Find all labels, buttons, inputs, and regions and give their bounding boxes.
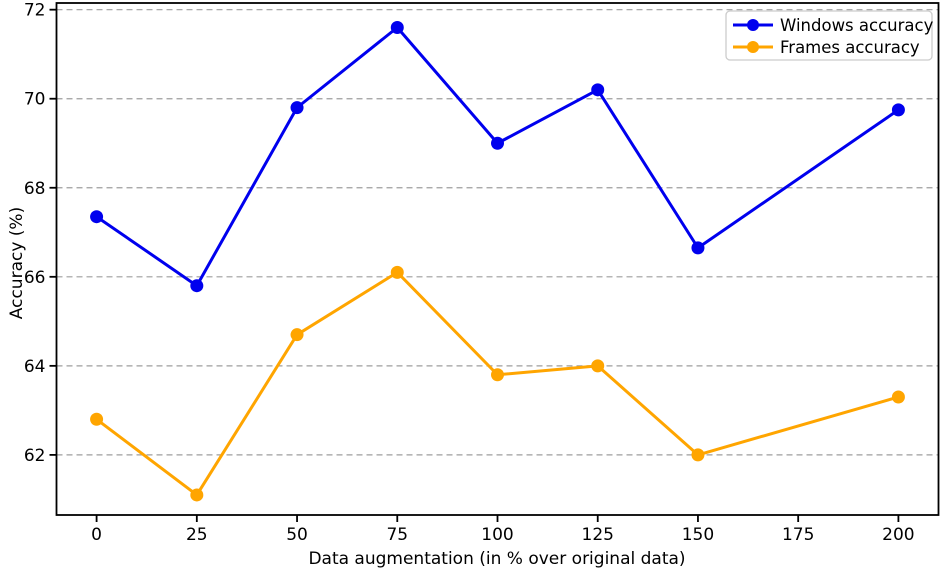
data-point-windows-accuracy-x0	[90, 210, 104, 224]
series-line-windows-accuracy	[95, 25, 900, 288]
data-point-windows-accuracy-x125	[591, 83, 605, 97]
data-point-windows-accuracy-x50	[290, 101, 304, 115]
x-tick-label-175: 175	[782, 525, 814, 545]
data-point-frames-accuracy-x50	[290, 328, 304, 342]
data-point-windows-accuracy-x200	[891, 103, 905, 117]
x-tick-label-100: 100	[481, 525, 513, 545]
plot-border	[55, 2, 940, 516]
x-tick-label-0: 0	[91, 525, 102, 545]
x-tick-label-150: 150	[682, 525, 714, 545]
series-layer	[90, 20, 905, 502]
y-tick-label-66: 66	[24, 268, 46, 288]
legend: Windows accuracy Frames accuracy	[725, 10, 934, 61]
data-point-frames-accuracy-x0	[90, 412, 104, 426]
y-tick-label-72: 72	[24, 1, 46, 21]
data-point-windows-accuracy-x100	[491, 136, 504, 150]
y-tick-label-68: 68	[24, 179, 46, 199]
legend-label-frames-accuracy: Frames accuracy	[780, 38, 920, 57]
tick-marks-and-labels: 0 25 50 75 100 125 150 175 200 62 64 66 68 70 72	[24, 1, 915, 545]
legend-label-windows-accuracy: Windows accuracy	[780, 16, 934, 35]
data-point-frames-accuracy-x75	[390, 265, 404, 279]
data-point-frames-accuracy-x25	[190, 488, 204, 502]
data-point-windows-accuracy-x150	[691, 241, 705, 255]
legend-marker-icon-frames-accuracy	[747, 41, 759, 53]
x-tick-label-75: 75	[386, 525, 408, 545]
legend-box	[725, 10, 933, 61]
data-point-frames-accuracy-x125	[591, 359, 605, 373]
y-tick-label-64: 64	[24, 357, 46, 377]
y-tick-label-70: 70	[24, 90, 46, 110]
axes-box	[55, 2, 940, 516]
y-tick-label-62: 62	[24, 446, 46, 466]
x-axis-label: Data augmentation (in % over original da…	[308, 549, 685, 569]
x-tick-label-50: 50	[286, 525, 308, 545]
data-point-windows-accuracy-x75	[390, 20, 404, 34]
legend-marker-icon-windows-accuracy	[747, 19, 759, 31]
gridlines	[56, 9, 939, 456]
y-axis-label: Accuracy (%)	[7, 207, 27, 319]
x-tick-label-25: 25	[186, 525, 208, 545]
x-tick-label-200: 200	[882, 525, 914, 545]
data-point-windows-accuracy-x25	[190, 279, 204, 293]
data-point-frames-accuracy-x200	[891, 390, 905, 404]
data-point-frames-accuracy-x150	[691, 448, 705, 462]
x-tick-label-125: 125	[582, 525, 614, 545]
data-point-frames-accuracy-x100	[491, 368, 504, 382]
series-line-frames-accuracy	[95, 270, 900, 497]
